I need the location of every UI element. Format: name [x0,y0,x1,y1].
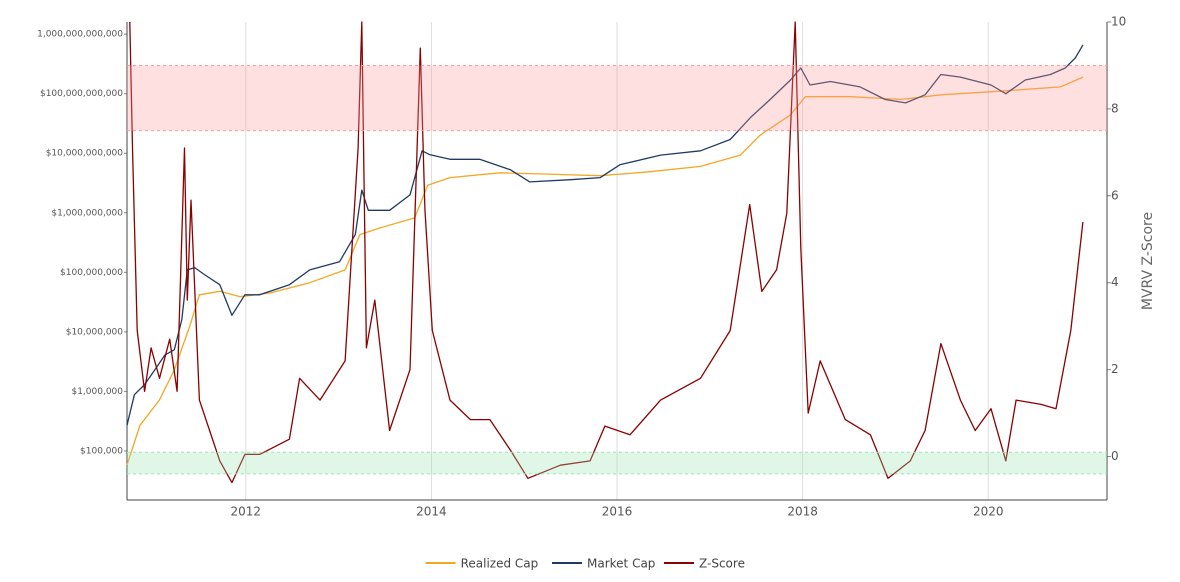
zone [127,65,1107,131]
y-tick-label: $100,000,000 [60,268,123,278]
x-tick-label: 2018 [787,505,818,519]
series-line [129,21,1084,484]
series-line [126,76,1084,466]
y2-tick-label: 6 [1111,188,1119,202]
legend-label: Market Cap [587,557,655,571]
y-tick-label: $10,000,000 [66,327,124,337]
x-tick-label: 2014 [416,505,447,519]
y-tick-label: $100,000,000,000 [40,89,123,99]
y2-tick-label: 4 [1111,275,1119,289]
x-tick-label: 2012 [231,505,262,519]
y-tick-label: $1,000,000 [71,387,123,397]
y2-axis-title: MVRV Z-Score [1140,212,1156,310]
y-tick-label: $10,000,000,000 [46,149,124,159]
y-tick-label: 1,000,000,000,000 [37,30,123,40]
x-tick-label: 2016 [602,505,633,519]
series-line [126,44,1084,426]
y2-tick-label: 0 [1111,449,1119,463]
y-tick-label: $100,000 [80,446,123,456]
y-tick-label: $1,000,000,000 [51,208,123,218]
y2-tick-label: 8 [1111,101,1119,115]
legend-label: Z-Score [699,557,745,571]
y2-tick-label: 10 [1111,15,1126,29]
legend-label: Realized Cap [461,557,539,571]
y2-tick-label: 2 [1111,362,1119,376]
zone [127,452,1107,474]
x-tick-label: 2020 [973,505,1004,519]
